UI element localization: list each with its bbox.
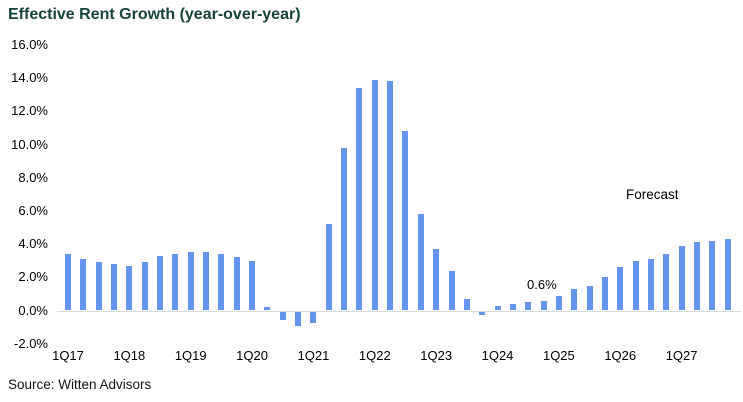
bar-2Q26 [632,260,639,311]
bar-1Q17 [65,254,71,311]
bar-3Q27 [709,240,716,311]
x-tick-label-1Q18: 1Q18 [113,348,146,363]
page-title: Effective Rent Growth (year-over-year) [8,6,301,23]
bar-2Q24 [509,303,516,311]
bar-2Q27 [693,242,700,311]
x-tick-label-1Q23: 1Q23 [420,348,453,363]
bar-4Q18 [172,254,179,311]
bar-1Q26 [617,267,624,311]
x-tick-label-1Q24: 1Q24 [481,348,514,363]
source-text: Source: Witten Advisors [8,377,152,392]
x-tick-label-1Q19: 1Q19 [174,348,207,363]
bar-1Q23 [433,249,440,311]
x-tick-label-1Q21: 1Q21 [297,348,330,363]
bar-4Q21 [356,88,363,311]
bar-2Q19 [203,252,210,311]
bar-4Q26 [663,254,670,311]
bar-4Q23 [479,311,486,315]
y-tick-label: 8.0% [18,169,48,185]
y-tick-label: 6.0% [18,202,48,218]
bar-1Q25 [555,295,562,311]
bar-2Q22 [387,81,394,311]
x-tick-label-1Q27: 1Q27 [665,348,698,363]
y-tick-label: 0.0% [18,302,48,318]
bar-1Q20 [249,260,256,311]
bar-1Q18 [126,265,133,311]
bar-4Q20 [295,311,302,327]
bar-4Q25 [601,277,608,311]
x-tick-label-1Q25: 1Q25 [542,348,575,363]
bar-4Q24 [540,300,547,311]
bar-4Q17 [111,264,118,311]
bar-1Q27 [678,245,685,311]
bar-2Q25 [571,288,578,311]
bar-3Q19 [218,254,225,311]
bar-3Q17 [95,262,102,311]
forecast-label: Forecast [626,187,679,202]
y-tick-label: 12.0% [11,103,48,119]
bar-1Q19 [187,252,194,311]
x-tick-label-1Q26: 1Q26 [604,348,637,363]
bar-2Q21 [325,224,332,311]
bar-2Q17 [80,259,87,311]
bar-3Q25 [586,285,593,311]
bar-3Q18 [157,255,164,311]
y-tick-label: -2.0% [14,335,48,351]
bar-4Q19 [233,257,240,311]
bar-3Q22 [402,131,409,311]
data-label-0-6-percent: 0.6% [527,277,557,292]
bar-3Q21 [341,147,348,311]
bar-4Q27 [724,239,731,311]
bar-1Q21 [310,311,317,324]
bar-4Q22 [417,214,424,311]
y-tick-label: 14.0% [11,70,48,86]
y-tick-label: 2.0% [18,269,48,285]
bar-3Q23 [463,298,470,311]
bar-1Q22 [371,79,378,311]
bar-2Q23 [448,270,455,311]
bar-1Q24 [494,305,501,311]
y-tick-label: 4.0% [18,236,48,252]
bar-3Q26 [647,259,654,311]
y-tick-label: 16.0% [11,36,48,52]
x-tick-label-1Q22: 1Q22 [358,348,391,363]
bar-3Q20 [279,311,286,320]
x-tick-label-1Q20: 1Q20 [236,348,268,363]
x-axis-line [57,310,741,312]
bar-2Q20 [264,307,271,311]
bar-3Q24 [525,302,532,311]
x-tick-label-1Q17: 1Q17 [52,348,84,363]
bar-2Q18 [141,262,148,311]
y-tick-label: 10.0% [11,136,48,152]
